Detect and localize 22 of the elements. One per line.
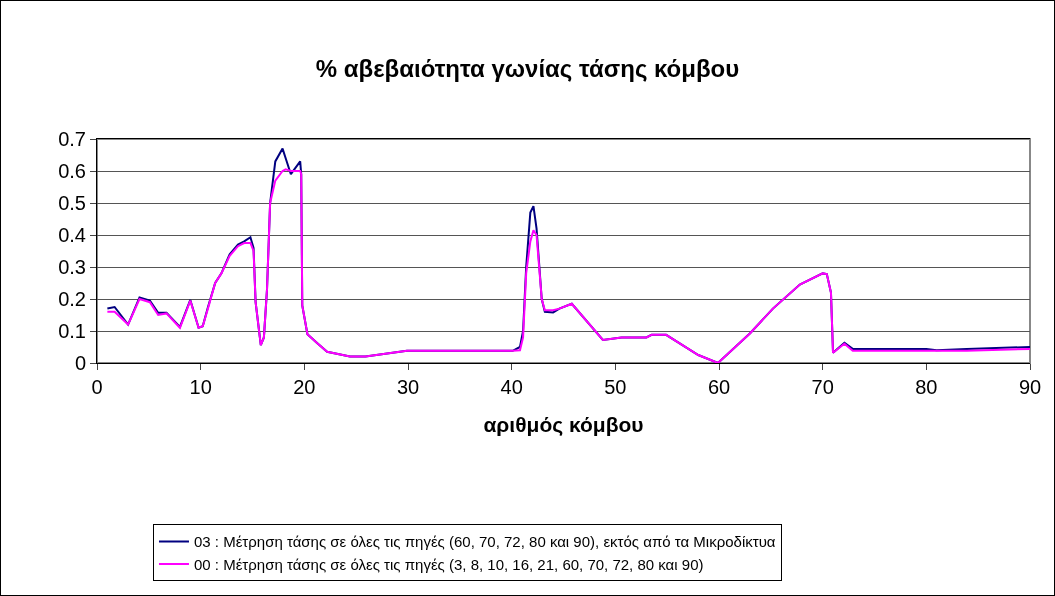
y-tick-label: 0.4 [58,224,86,246]
x-tick-label: 80 [915,376,938,398]
y-tick-label: 0.2 [58,288,86,310]
legend-label: 03 : Μέτρηση τάσης σε όλες τις πηγές (60, 70, 72, 80 και 90), εκτός από τα Μικροδίκτυα [193,533,776,551]
x-tick-label: 70 [811,376,834,398]
x-tick-label: 20 [293,376,316,398]
x-tick-label: 10 [189,376,212,398]
y-tick-label: 0 [74,352,86,374]
x-tick-label: 40 [500,376,523,398]
y-tick-label: 0.5 [58,192,86,214]
legend-label: 00 : Μέτρηση τάσης σε όλες τις πηγές (3, 8, 10, 16, 21, 60, 70, 72, 80 και 90) [193,555,704,573]
y-tick-label: 0.6 [58,160,86,182]
x-tick-label: 90 [1018,376,1042,398]
y-tick-label: 0.7 [58,128,86,150]
chart-title: % αβεβαιότητα γωνίας τάσης κόμβου [315,55,740,83]
x-axis-title: αριθμός κόμβου [483,413,644,438]
y-tick-label: 0.1 [58,320,86,342]
y-tick-label: 0.3 [58,256,86,278]
x-tick-label: 30 [396,376,420,398]
x-tick-label: 60 [707,376,731,398]
x-tick-label: 0 [91,376,103,398]
x-tick-label: 50 [604,376,627,398]
